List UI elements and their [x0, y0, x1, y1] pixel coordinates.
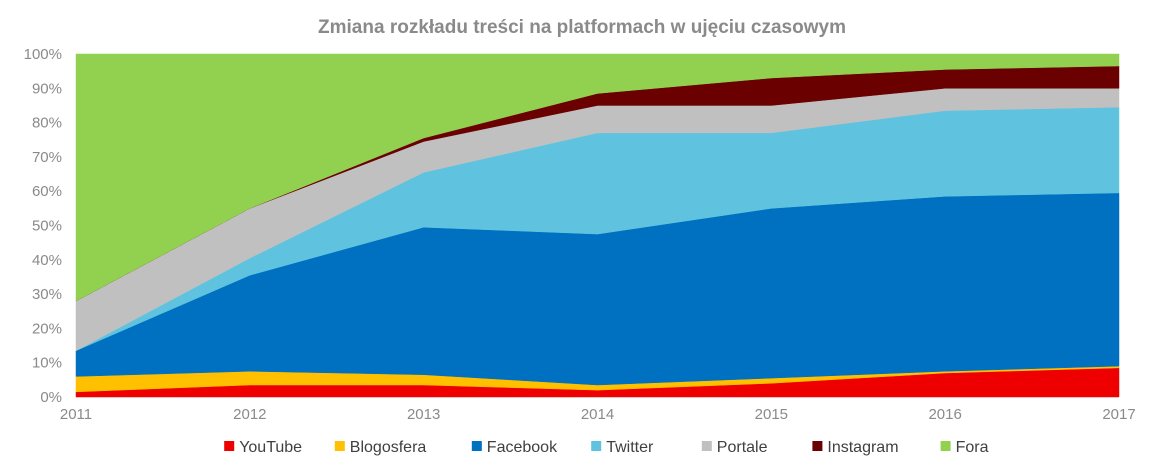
legend-item-facebook: Facebook [471, 439, 558, 456]
y-tick-label: 10% [32, 355, 62, 372]
legend: YouTube Blogosfera Facebook Twitter Portale I… [224, 439, 989, 456]
legend-label: Portale [717, 439, 768, 456]
legend-item-youtube: YouTube [224, 439, 302, 456]
legend-swatch [334, 441, 345, 451]
y-tick-label: 70% [32, 149, 62, 166]
legend-swatch [591, 441, 602, 451]
legend-item-twitter: Twitter [591, 439, 654, 456]
x-tick-label: 2011 [60, 406, 92, 423]
y-tick-label: 50% [32, 218, 62, 235]
y-tick-label: 0% [40, 389, 62, 406]
legend-label: Fora [956, 439, 989, 456]
y-tick-label: 80% [32, 115, 62, 132]
area-fora [75, 53, 1120, 302]
legend-label: YouTube [239, 439, 302, 456]
legend-label: Instagram [827, 439, 898, 456]
legend-label: Blogosfera [350, 439, 427, 456]
legend-item-blogosfera: Blogosfera [334, 439, 427, 456]
legend-swatch [224, 441, 235, 451]
y-tick-label: 30% [32, 286, 62, 303]
y-tick-label: 100% [24, 46, 62, 63]
y-tick-label: 20% [32, 320, 62, 337]
y-tick-label: 40% [32, 252, 62, 269]
legend-swatch [812, 441, 823, 451]
legend-swatch [471, 441, 482, 451]
x-tick-label: 2017 [1102, 406, 1135, 423]
x-tick-label: 2014 [581, 406, 614, 423]
chart-title: Zmiana rozkładu treści na platformach w … [318, 17, 846, 38]
legend-swatch [940, 441, 951, 451]
legend-item-portale: Portale [701, 439, 768, 456]
x-tick-label: 2013 [407, 406, 440, 423]
x-tick-label: 2015 [755, 406, 788, 423]
legend-label: Facebook [487, 439, 558, 456]
area-layers [75, 53, 1120, 398]
legend-item-fora: Fora [940, 439, 989, 456]
x-tick-label: 2016 [928, 406, 961, 423]
y-tick-label: 60% [32, 183, 62, 200]
x-axis-ticks: 2011 2012 2013 2014 2015 2016 2017 [60, 406, 1136, 423]
y-tick-label: 90% [32, 80, 62, 97]
legend-item-instagram: Instagram [812, 439, 899, 456]
legend-label: Twitter [606, 439, 654, 456]
y-axis-ticks: 0% 10% 20% 30% 40% 50% 60% 70% 80% 90% 100% [24, 46, 62, 406]
legend-swatch [701, 441, 712, 451]
x-tick-label: 2012 [233, 406, 266, 423]
